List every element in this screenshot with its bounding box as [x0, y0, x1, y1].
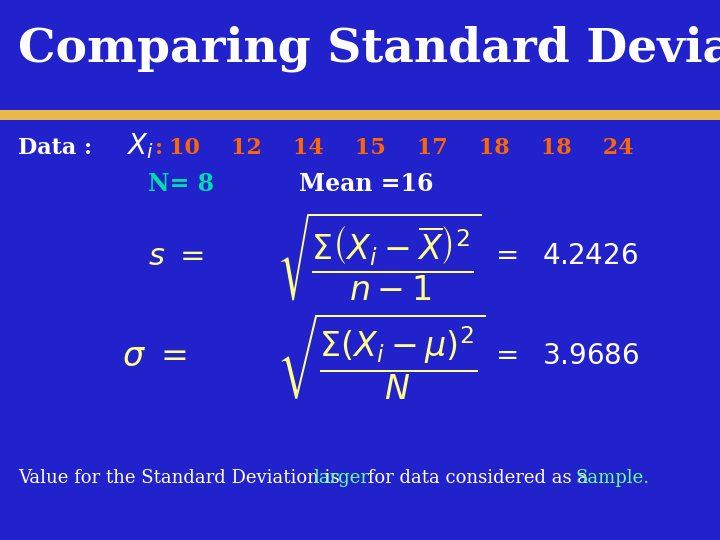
- Text: $=\ \ 4.2426$: $=\ \ 4.2426$: [490, 243, 637, 270]
- Text: $s\ =$: $s\ =$: [148, 241, 204, 272]
- Text: $\sqrt{\dfrac{\Sigma\left(X_i-\overline{X}\right)^2}{n-1}}$: $\sqrt{\dfrac{\Sigma\left(X_i-\overline{…: [277, 211, 482, 302]
- FancyBboxPatch shape: [0, 110, 720, 120]
- Text: $=\ \ 3.9686$: $=\ \ 3.9686$: [490, 343, 639, 370]
- Text: $\sigma\ =$: $\sigma\ =$: [122, 340, 187, 373]
- Text: Sample.: Sample.: [575, 469, 649, 487]
- Text: for data considered as a: for data considered as a: [362, 469, 594, 487]
- Text: Comparing Standard Deviations: Comparing Standard Deviations: [18, 25, 720, 72]
- Text: larger: larger: [313, 469, 369, 487]
- Text: 10    12    14    15    17    18    18    24: 10 12 14 15 17 18 18 24: [169, 137, 634, 159]
- Text: Data :: Data :: [18, 137, 92, 159]
- Text: $\sqrt{\dfrac{\Sigma\left(X_i-\mu\right)^2}{N}}$: $\sqrt{\dfrac{\Sigma\left(X_i-\mu\right)…: [277, 311, 486, 402]
- Text: Mean =16: Mean =16: [299, 172, 433, 195]
- Text: :: :: [155, 137, 163, 159]
- Text: $\boldsymbol{X_i}$: $\boldsymbol{X_i}$: [126, 131, 153, 161]
- Text: N= 8: N= 8: [148, 172, 214, 195]
- Text: Value for the Standard Deviation is: Value for the Standard Deviation is: [18, 469, 346, 487]
